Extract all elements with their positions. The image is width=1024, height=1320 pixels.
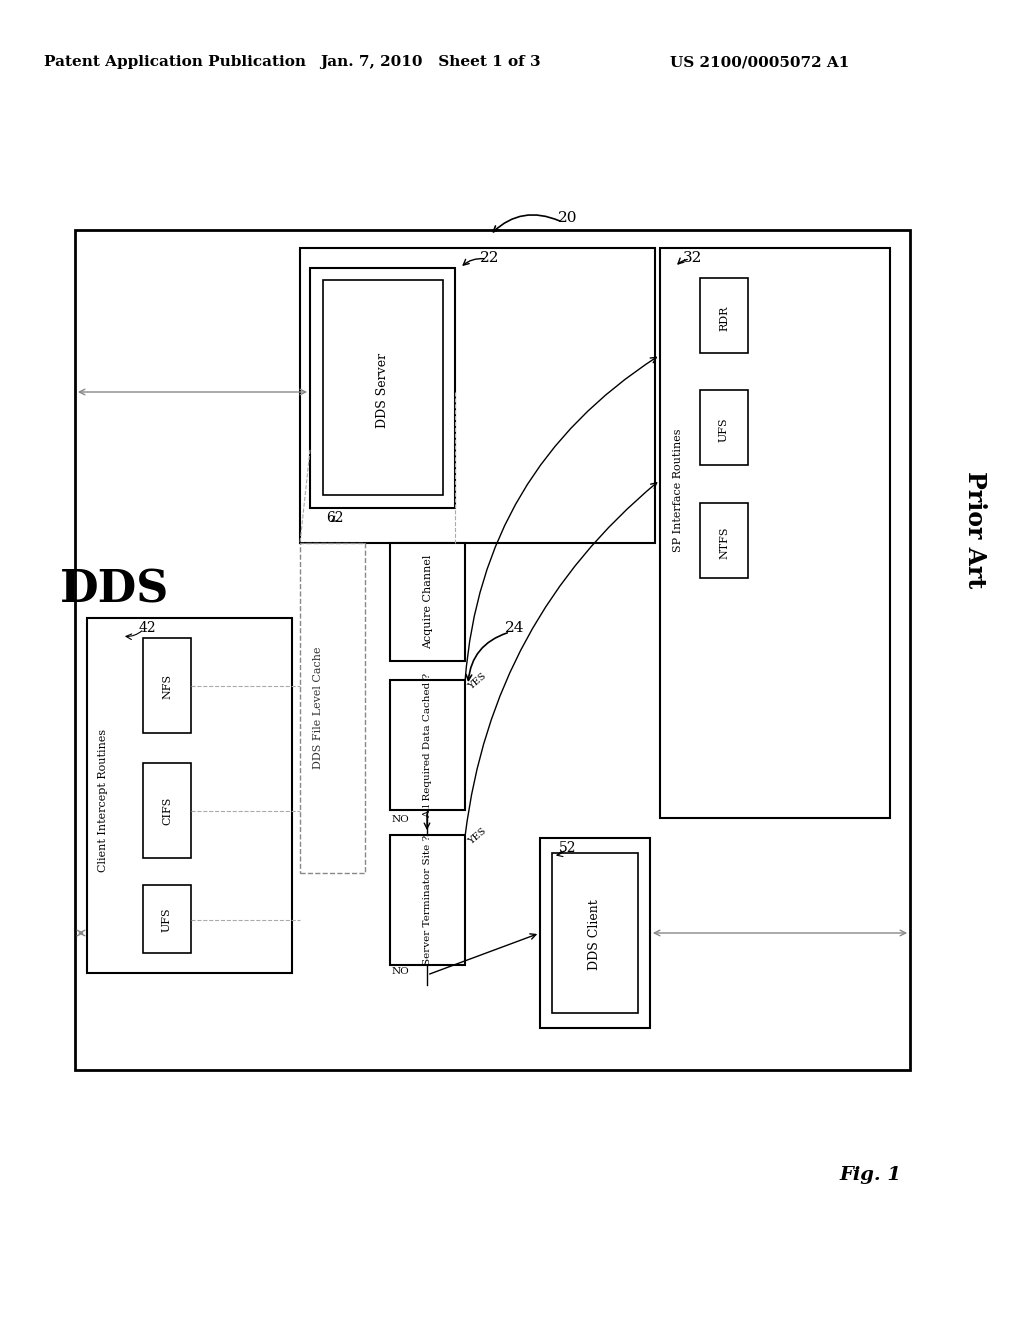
Text: 52: 52 — [559, 841, 577, 855]
Text: 32: 32 — [683, 251, 702, 265]
Bar — [323, 280, 443, 495]
Text: NFS: NFS — [162, 673, 172, 698]
Bar — [87, 618, 292, 973]
Text: Patent Application Publication: Patent Application Publication — [44, 55, 306, 69]
Bar — [660, 248, 890, 818]
Text: CIFS: CIFS — [162, 797, 172, 825]
Text: NTFS: NTFS — [719, 527, 729, 560]
Text: YES: YES — [467, 828, 488, 847]
Bar — [143, 638, 191, 733]
Bar — [540, 838, 650, 1028]
Text: UFS: UFS — [162, 908, 172, 932]
Bar — [390, 680, 465, 810]
Text: Jan. 7, 2010   Sheet 1 of 3: Jan. 7, 2010 Sheet 1 of 3 — [319, 55, 541, 69]
Text: 42: 42 — [138, 620, 156, 635]
Text: RDR: RDR — [719, 305, 729, 331]
Text: NO: NO — [391, 816, 409, 825]
Bar — [700, 389, 748, 465]
Text: YES: YES — [467, 672, 488, 692]
Text: Acquire Channel: Acquire Channel — [423, 554, 433, 649]
Text: 62: 62 — [327, 511, 344, 525]
Text: UFS: UFS — [719, 417, 729, 442]
Bar — [143, 884, 191, 953]
Text: All Required Data Cached ?: All Required Data Cached ? — [424, 672, 432, 817]
Bar — [300, 248, 655, 543]
Bar — [310, 268, 455, 508]
Bar — [700, 279, 748, 352]
Text: DDS: DDS — [60, 569, 170, 611]
Bar — [75, 230, 910, 1071]
Bar — [700, 503, 748, 578]
Bar — [143, 763, 191, 858]
Bar — [390, 836, 465, 965]
Text: 22: 22 — [480, 251, 500, 265]
Text: Prior Art: Prior Art — [963, 471, 987, 589]
Text: 20: 20 — [558, 211, 578, 224]
Text: DDS Server: DDS Server — [376, 352, 388, 428]
Text: 24: 24 — [505, 620, 524, 635]
Bar — [552, 853, 638, 1012]
Text: Client Intercept Routines: Client Intercept Routines — [98, 729, 108, 871]
Bar — [390, 543, 465, 661]
Bar — [300, 543, 365, 873]
Text: SP Interface Routines: SP Interface Routines — [673, 428, 683, 552]
Text: Fig. 1: Fig. 1 — [839, 1166, 901, 1184]
Text: NO: NO — [391, 968, 409, 977]
Text: Server Terminator Site ?: Server Terminator Site ? — [424, 836, 432, 965]
Text: DDS File Level Cache: DDS File Level Cache — [313, 647, 323, 770]
Text: US 2100/0005072 A1: US 2100/0005072 A1 — [671, 55, 850, 69]
Text: DDS Client: DDS Client — [589, 900, 601, 970]
